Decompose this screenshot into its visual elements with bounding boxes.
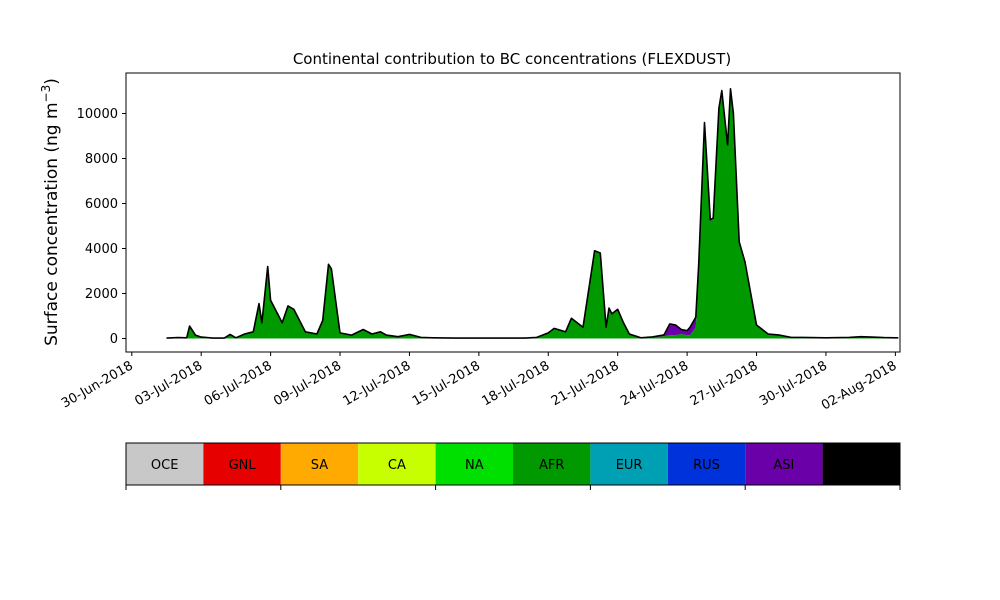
y-tick-label: 8000	[85, 152, 118, 167]
legend-label-gnl: GNL	[229, 458, 257, 473]
x-tick-label: 06-Jul-2018	[202, 358, 275, 409]
legend-swatch-na	[435, 443, 513, 485]
x-tick-label: 15-Jul-2018	[410, 358, 483, 409]
legend-swatch-eur	[590, 443, 668, 485]
legend-swatch-gnl	[203, 443, 281, 485]
x-tick-label: 03-Jul-2018	[132, 358, 205, 409]
x-tick-label: 27-Jul-2018	[688, 358, 761, 409]
y-tick-label: 2000	[85, 287, 118, 302]
x-tick-label: 21-Jul-2018	[549, 358, 622, 409]
legend-label-aus: AUS	[848, 458, 875, 473]
x-tick-label: 12-Jul-2018	[341, 358, 414, 409]
y-axis-label-main: Surface concentration (ng m	[42, 102, 62, 345]
legend-swatch-oce	[126, 443, 204, 485]
x-tick-label: 18-Jul-2018	[479, 358, 552, 409]
y-tick-label: 6000	[85, 197, 118, 212]
total-line	[166, 88, 899, 339]
y-tick-label: 10000	[77, 107, 118, 122]
y-tick-label: 0	[110, 332, 118, 347]
legend: OCE GNL SA CA NA AFR EUR RUS ASI AUS	[125, 442, 901, 490]
legend-swatch-ca	[358, 443, 436, 485]
plot-area	[166, 88, 899, 339]
legend-label-asi: ASI	[773, 458, 794, 473]
area-afr	[166, 88, 899, 339]
axes: 0 2000 4000 6000 8000 10000 30-Jun-201803-Jul-…	[59, 72, 901, 414]
x-tick-label: 30-Jun-2018	[59, 358, 136, 411]
legend-swatch-sa	[280, 443, 359, 485]
legend-label-afr: AFR	[539, 458, 564, 473]
legend-label-eur: EUR	[616, 458, 643, 473]
y-axis-label-exponent: −3	[39, 85, 53, 103]
y-axis-label: Surface concentration (ng m−3)	[39, 78, 62, 346]
x-tick-label: 09-Jul-2018	[271, 358, 344, 409]
chart-title: Continental contribution to BC concentra…	[293, 50, 731, 68]
legend-label-sa: SA	[311, 458, 328, 473]
x-tick-label: 24-Jul-2018	[618, 358, 691, 409]
legend-label-na: NA	[465, 458, 484, 473]
y-axis-label-close: )	[42, 78, 62, 85]
legend-swatch-aus	[822, 443, 900, 485]
legend-label-oce: OCE	[151, 458, 179, 473]
legend-swatch-rus	[667, 443, 746, 485]
legend-frame	[125, 442, 901, 486]
area-asi	[166, 88, 899, 339]
y-tick-label: 4000	[85, 242, 118, 257]
axes-frame	[125, 72, 901, 353]
legend-swatch-afr	[513, 443, 591, 485]
legend-label-rus: RUS	[693, 458, 720, 473]
x-tick-label: 02-Aug-2018	[819, 358, 899, 413]
legend-label-ca: CA	[388, 458, 406, 473]
legend-swatch-asi	[745, 443, 823, 485]
